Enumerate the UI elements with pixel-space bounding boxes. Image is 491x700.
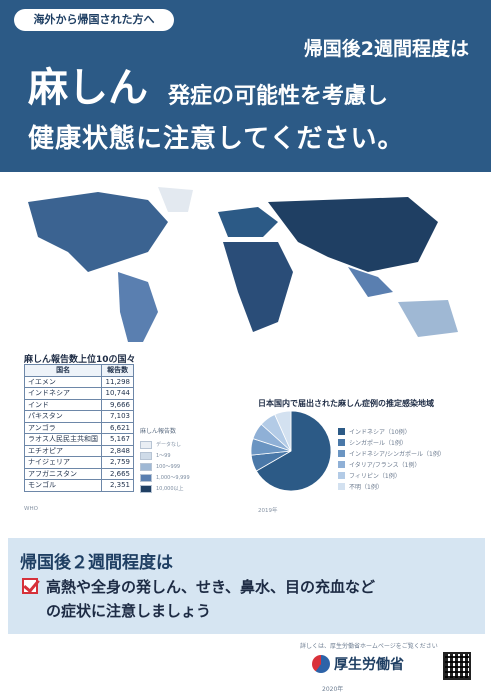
country: イエメン xyxy=(23,375,103,388)
pie-slice xyxy=(255,410,332,492)
pie-legend-label: インドネシア/シンガポール（1例） xyxy=(349,451,445,458)
source-note: WHO xyxy=(24,506,38,512)
pie-legend-label: 不明（1例） xyxy=(349,484,383,491)
legend-item: データなし xyxy=(140,439,235,450)
table-row: アンゴラ 6,621 xyxy=(23,421,134,434)
country: インド xyxy=(23,398,103,411)
headline-line: 健康状態に注意してください。 xyxy=(28,124,405,154)
country: エチオピア xyxy=(23,444,103,457)
header-banner: 海外から帰国された方へ 帰国後2週間程度は 麻しん 発症の可能性を考慮し 健康状… xyxy=(0,0,491,172)
legend-label: データなし xyxy=(156,442,182,448)
count: 9,666 xyxy=(101,398,134,411)
count: 11,298 xyxy=(101,375,134,388)
pie-legend-swatch xyxy=(338,461,345,468)
header-country: 国名 xyxy=(23,364,103,377)
pie-legend: インドネシア（10例） シンガポール（1例） インドネシア/シンガポール（1例） イタ… xyxy=(338,426,488,492)
legend-swatch xyxy=(140,473,152,482)
pie-legend-swatch xyxy=(338,483,345,490)
header-count: 報告数 xyxy=(101,364,134,377)
pie-legend-item: シンガポール（1例） xyxy=(338,437,488,448)
pie-legend-item: インドネシア/シンガポール（1例） xyxy=(338,448,488,459)
pie-legend-label: インドネシア（10例） xyxy=(349,429,411,436)
legend-swatch xyxy=(140,451,152,460)
legend-item: 100～999 xyxy=(140,461,235,472)
pie-legend-item: 不明（1例） xyxy=(338,481,488,492)
count: 5,167 xyxy=(101,433,134,446)
pie-legend-item: イタリア/フランス（1例） xyxy=(338,459,488,470)
footer-note: 詳しくは、厚生労働省ホームページをご覧ください xyxy=(300,643,438,650)
table-row: パキスタン 7,103 xyxy=(23,410,134,423)
country: インドネシア xyxy=(23,387,103,400)
pie-legend-label: イタリア/フランス（1例） xyxy=(349,462,421,469)
table-row: インド 9,666 xyxy=(23,398,134,411)
legend-item: 1～99 xyxy=(140,450,235,461)
country: モンゴル xyxy=(23,479,103,492)
table-row: アフガニスタン 2,665 xyxy=(23,467,134,480)
pie-legend-label: フィリピン（1例） xyxy=(349,473,401,480)
table-row: ラオス人民民主共和国 5,167 xyxy=(23,433,134,446)
advice-line-2: の症状に注意しましょう xyxy=(46,602,212,620)
pie-legend-item: インドネシア（10例） xyxy=(338,426,488,437)
legend-item: 1,000～9,999 xyxy=(140,472,235,483)
ministry-logo: 厚生労働省 xyxy=(312,654,404,674)
count: 2,665 xyxy=(101,467,134,480)
country: アフガニスタン xyxy=(23,467,103,480)
legend-swatch xyxy=(140,462,152,471)
legend-label: 1～99 xyxy=(156,453,171,459)
headline-tail: 発症の可能性を考慮し xyxy=(168,84,389,109)
qr-code-icon[interactable] xyxy=(443,652,471,680)
subtitle: 帰国後2週間程度は xyxy=(303,38,469,60)
legend-label: 10,000以上 xyxy=(156,486,184,492)
count: 10,744 xyxy=(101,387,134,400)
advice-title: 帰国後２週間程度は xyxy=(20,553,173,573)
count: 6,621 xyxy=(101,421,134,434)
count: 2,848 xyxy=(101,444,134,457)
table-row: ナイジェリア 2,759 xyxy=(23,456,134,469)
legend-title: 麻しん報告数 xyxy=(140,428,177,435)
disease-name: 麻しん xyxy=(28,65,148,111)
advice-panel xyxy=(8,538,485,634)
table-row: インドネシア 10,744 xyxy=(23,387,134,400)
legend-label: 100～999 xyxy=(156,464,181,470)
legend-item: 10,000以上 xyxy=(140,483,235,494)
ministry-name: 厚生労働省 xyxy=(334,657,404,673)
count: 2,759 xyxy=(101,456,134,469)
country: ラオス人民民主共和国 xyxy=(23,433,103,446)
pie-title: 日本国内で届出された麻しん症例の推定感染地域 xyxy=(258,399,434,408)
legend-swatch xyxy=(140,484,152,493)
world-map xyxy=(28,187,458,342)
country: ナイジェリア xyxy=(23,456,103,469)
pie-legend-swatch xyxy=(338,472,345,479)
country: パキスタン xyxy=(23,410,103,423)
table-row: モンゴル 2,351 xyxy=(23,479,134,492)
map-legend: 麻しん報告数 データなし 1～99 100～999 1,000～9,999 10… xyxy=(140,426,235,494)
ranking-table: 国名 報告数 イエメン 11,298 インドネシア 10,744 インド 9,666 … xyxy=(23,364,134,492)
legend-label: 1,000～9,999 xyxy=(156,475,190,481)
table-header-row: 国名 報告数 xyxy=(23,364,134,377)
logo-mark-icon xyxy=(312,655,330,673)
checkbox-icon xyxy=(22,578,38,594)
ranking-title: 麻しん報告数上位10の国々 xyxy=(24,355,136,365)
pie-slice xyxy=(274,410,292,452)
pie-chart xyxy=(250,410,332,492)
issue-date: 2020年 xyxy=(322,686,344,693)
table-row: イエメン 11,298 xyxy=(23,375,134,388)
pie-legend-swatch xyxy=(338,439,345,446)
count: 2,351 xyxy=(101,479,134,492)
legend-swatch xyxy=(140,440,152,449)
count: 7,103 xyxy=(101,410,134,423)
pie-legend-swatch xyxy=(338,428,345,435)
pie-legend-label: シンガポール（1例） xyxy=(349,440,407,447)
country: アンゴラ xyxy=(23,421,103,434)
pie-source-note: 2019年 xyxy=(258,508,278,514)
advice-line-1: 高熱や全身の発しん、せき、鼻水、目の充血など xyxy=(46,578,375,596)
pie-legend-swatch xyxy=(338,450,345,457)
audience-tag: 海外から帰国された方へ xyxy=(14,9,174,31)
table-row: エチオピア 2,848 xyxy=(23,444,134,457)
pie-legend-item: フィリピン（1例） xyxy=(338,470,488,481)
